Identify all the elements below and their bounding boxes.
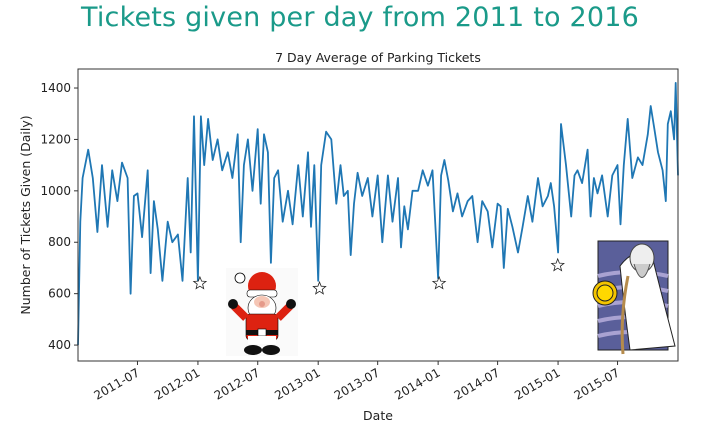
x-tick-label: 2014-07 xyxy=(452,365,502,402)
x-tick-label: 2011-07 xyxy=(92,365,142,402)
plot-area: 400 600 800 1000 1200 1400 2011-07 2012-01 2012-… xyxy=(18,68,679,423)
x-tick-label: 2013-01 xyxy=(272,365,322,402)
x-tick-label: 2015-01 xyxy=(512,365,562,402)
series-line xyxy=(77,82,679,346)
santa-clipart xyxy=(226,268,298,356)
chart-title: 7 Day Average of Parking Tickets xyxy=(275,50,481,65)
x-tick-label: 2014-01 xyxy=(392,365,442,402)
y-tick-label: 1400 xyxy=(40,81,71,95)
x-tick-label: 2013-07 xyxy=(332,365,382,402)
x-tick-label: 2015-07 xyxy=(572,365,622,402)
star-marker xyxy=(192,275,208,290)
plot-frame xyxy=(77,68,679,362)
star-marker xyxy=(312,280,327,295)
star-marker xyxy=(431,275,447,290)
father-time-clipart xyxy=(592,240,676,355)
y-tick-label: 1200 xyxy=(40,132,71,146)
y-tick-label: 800 xyxy=(48,235,71,249)
x-tick-label: 2012-01 xyxy=(152,365,202,402)
y-tick-label: 400 xyxy=(48,338,71,352)
y-axis-label: Number of Tickets Given (Daily) xyxy=(18,115,33,314)
y-tick-label: 600 xyxy=(48,287,71,301)
headline: Tickets given per day from 2011 to 2016 xyxy=(80,2,640,33)
x-tick-label: 2012-07 xyxy=(212,365,262,402)
star-marker xyxy=(550,257,565,272)
x-axis-label: Date xyxy=(363,408,393,423)
y-tick-label: 1000 xyxy=(40,184,71,198)
